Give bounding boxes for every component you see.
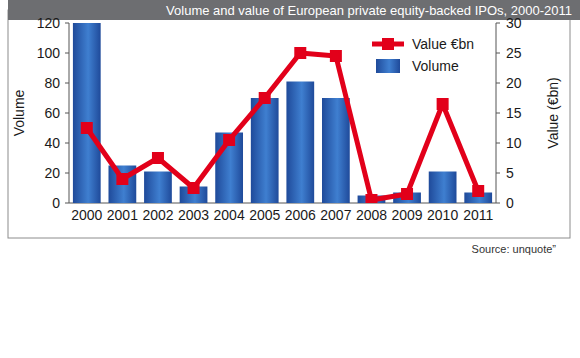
line-marker [152, 152, 164, 164]
y2-tick-label: 0 [506, 195, 514, 211]
value-line [87, 53, 478, 200]
bar [286, 82, 314, 204]
line-marker [188, 182, 200, 194]
x-tick-label: 2006 [285, 207, 316, 223]
frame [8, 10, 570, 238]
y2-tick [496, 173, 500, 174]
y-tick-label: 40 [44, 135, 60, 151]
y2-tick [496, 83, 500, 84]
y-tick-label: 0 [52, 195, 60, 211]
y-tick-label: 20 [44, 165, 60, 181]
x-tick-label: 2005 [249, 207, 280, 223]
line-marker [330, 50, 342, 62]
bar [322, 98, 350, 203]
y2-tick-label: 15 [506, 105, 522, 121]
bar [215, 133, 243, 204]
plot-area [73, 23, 492, 203]
y-tick [65, 23, 69, 24]
line-marker [81, 122, 93, 134]
bar [144, 172, 172, 204]
bar [73, 23, 101, 203]
y-tick-label: 100 [37, 45, 61, 61]
y2-axis-label: Value (€bn) [545, 77, 561, 148]
y-tick-label: 60 [44, 105, 60, 121]
line-marker [401, 188, 413, 200]
line-marker [223, 134, 235, 146]
legend-label: Volume [412, 58, 459, 74]
y2-tick-label: 30 [506, 15, 522, 31]
x-tick-label: 2008 [356, 207, 387, 223]
x-tick-label: 2001 [107, 207, 138, 223]
y-tick-label: 120 [37, 15, 61, 31]
bar [251, 98, 279, 203]
source: Source: unquote” [472, 243, 557, 255]
title-band [8, 0, 580, 20]
y2-tick [496, 113, 500, 114]
y2-tick [496, 143, 500, 144]
y2-tick [496, 23, 500, 24]
line-marker [259, 92, 271, 104]
y2-tick-label: 5 [506, 165, 514, 181]
line-marker [472, 185, 484, 197]
y-tick-label: 80 [44, 75, 60, 91]
x-tick-label: 2009 [391, 207, 422, 223]
y2-tick-label: 10 [506, 135, 522, 151]
x-tick-label: 2004 [214, 207, 245, 223]
x-tick-label: 2010 [427, 207, 458, 223]
line-marker [437, 98, 449, 110]
legend-swatch [376, 59, 400, 73]
y2-tick [496, 203, 500, 204]
legend-marker [382, 38, 394, 50]
chart: Volume and value of European private equ… [0, 0, 580, 358]
y-tick [65, 83, 69, 84]
x-tick-label: 2002 [142, 207, 173, 223]
bar [429, 172, 457, 204]
legend: Value €bn Volume [372, 36, 474, 74]
y-tick [65, 173, 69, 174]
y-tick [65, 203, 69, 204]
x-tick-label: 2011 [463, 207, 493, 223]
y-tick [65, 113, 69, 114]
y2-tick [496, 53, 500, 54]
y-tick [65, 143, 69, 144]
x-tick-label: 2007 [320, 207, 351, 223]
x-tick-label: 2003 [178, 207, 209, 223]
y-axis-label: Volume [11, 89, 27, 136]
line-marker [365, 194, 377, 203]
line-marker [294, 47, 306, 59]
y2-tick-label: 20 [506, 75, 522, 91]
y-tick [65, 53, 69, 54]
x-tick-label: 2000 [71, 207, 102, 223]
y2-tick-label: 25 [506, 45, 522, 61]
legend-label: Value €bn [412, 36, 474, 52]
line-marker [116, 173, 128, 185]
